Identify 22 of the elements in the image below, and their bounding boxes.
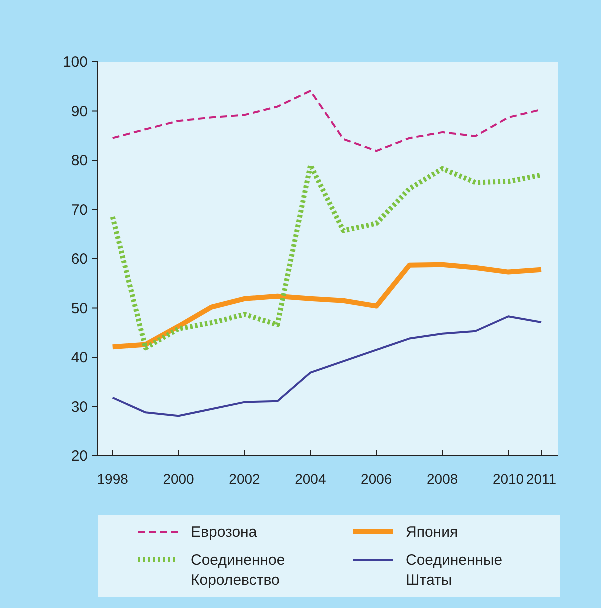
y-tick-label: 50 (71, 300, 88, 318)
legend-label: Соединенное Королевство (191, 552, 286, 589)
x-tick-label: 2004 (295, 471, 326, 487)
y-tick-label: 30 (71, 398, 88, 416)
legend-label: Япония (406, 524, 458, 541)
y-tick-label: 20 (71, 448, 88, 465)
legend-label: Еврозона (191, 524, 258, 541)
x-tick-label: 2010 (492, 471, 524, 487)
y-tick-label: 90 (71, 103, 88, 120)
legend-label: Соединенные Штаты (406, 552, 503, 589)
line-series (112, 316, 543, 418)
x-tick-label: 2000 (163, 471, 195, 487)
x-tick-label: 2006 (361, 471, 392, 487)
y-tick-label: 80 (71, 152, 88, 170)
x-tick-label: 1998 (97, 471, 129, 487)
y-tick-label: 70 (71, 202, 88, 219)
y-tick-label: 100 (62, 54, 88, 71)
x-tick-label: 2002 (229, 471, 261, 487)
x-tick-label: 2008 (427, 471, 458, 487)
x-tick-label: 2011 (526, 471, 557, 487)
y-tick-label: 60 (71, 251, 88, 268)
y-tick-label: 40 (71, 350, 88, 366)
